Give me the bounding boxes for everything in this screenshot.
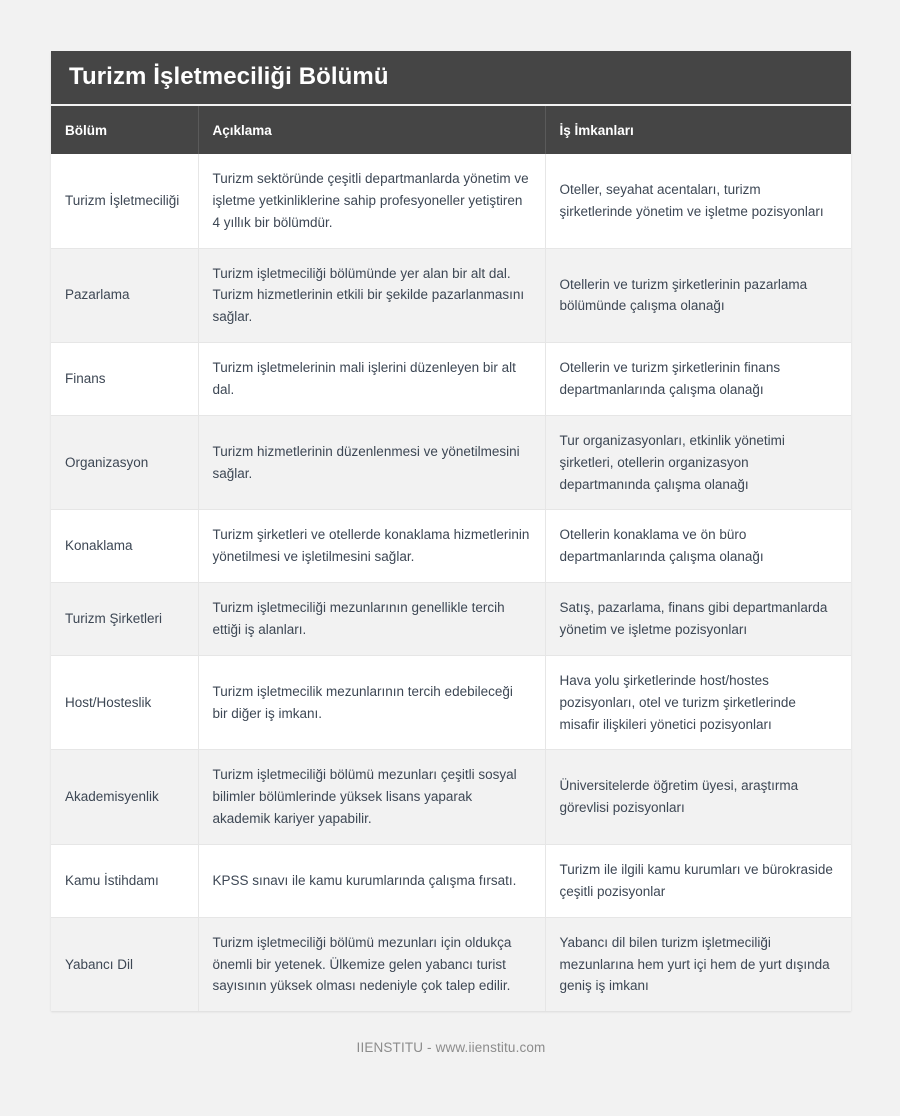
cell-bolum: Yabancı Dil xyxy=(51,917,199,1012)
cell-is-imkanlari: Satış, pazarlama, finans gibi departmanl… xyxy=(545,582,851,656)
table-body: Turizm İşletmeciliği Turizm sektöründe ç… xyxy=(51,154,851,1012)
footer-attribution: IIENSTITU - www.iienstitu.com xyxy=(356,1040,546,1056)
cell-bolum: Turizm Şirketleri xyxy=(51,582,199,656)
cell-is-imkanlari: Oteller, seyahat acentaları, turizm şirk… xyxy=(545,154,851,249)
table-row: Turizm Şirketleri Turizm işletmeciliği m… xyxy=(51,582,851,656)
table-row: Konaklama Turizm şirketleri ve otellerde… xyxy=(51,509,851,584)
cell-bolum: Kamu İstihdamı xyxy=(51,844,199,918)
cell-aciklama: Turizm işletmeciliği bölümünde yer alan … xyxy=(198,248,546,344)
info-card: Turizm İşletmeciliği Bölümü Bölüm Açıkla… xyxy=(51,51,851,1012)
cell-bolum: Akademisyenlik xyxy=(51,749,199,846)
cell-is-imkanlari: Otellerin ve turizm şirketlerinin pazarl… xyxy=(545,248,851,344)
cell-is-imkanlari: Yabancı dil bilen turizm işletmeciliği m… xyxy=(545,917,851,1012)
table-row: Akademisyenlik Turizm işletmeciliği bölü… xyxy=(51,749,851,846)
cell-aciklama: Turizm işletmelerinin mali işlerini düze… xyxy=(198,342,546,416)
table-row: Host/Hosteslik Turizm işletmecilik mezun… xyxy=(51,655,851,751)
table-row: Finans Turizm işletmelerinin mali işleri… xyxy=(51,342,851,416)
cell-bolum: Turizm İşletmeciliği xyxy=(51,154,199,249)
cell-is-imkanlari: Üniversitelerde öğretim üyesi, araştırma… xyxy=(545,749,851,846)
table-row: Yabancı Dil Turizm işletmeciliği bölümü … xyxy=(51,917,851,1012)
cell-aciklama: Turizm işletmeciliği bölümü mezunları çe… xyxy=(198,749,546,846)
cell-aciklama: Turizm işletmeciliği mezunlarının genell… xyxy=(198,582,546,656)
card-title-bar: Turizm İşletmeciliği Bölümü xyxy=(51,51,851,106)
table-header-row: Bölüm Açıklama İş İmkanları xyxy=(51,106,851,154)
cell-bolum: Finans xyxy=(51,342,199,416)
table-row: Turizm İşletmeciliği Turizm sektöründe ç… xyxy=(51,154,851,249)
table-row: Kamu İstihdamı KPSS sınavı ile kamu kuru… xyxy=(51,844,851,918)
cell-aciklama: Turizm işletmeciliği bölümü mezunları iç… xyxy=(198,917,546,1012)
cell-is-imkanlari: Otellerin ve turizm şirketlerinin finans… xyxy=(545,342,851,416)
cell-is-imkanlari: Otellerin konaklama ve ön büro departman… xyxy=(545,509,851,584)
cell-is-imkanlari: Hava yolu şirketlerinde host/hostes pozi… xyxy=(545,655,851,751)
cell-bolum: Pazarlama xyxy=(51,248,199,344)
cell-aciklama: Turizm sektöründe çeşitli departmanlarda… xyxy=(198,154,546,249)
cell-aciklama: Turizm işletmecilik mezunlarının tercih … xyxy=(198,655,546,751)
cell-bolum: Organizasyon xyxy=(51,415,199,511)
cell-aciklama: Turizm şirketleri ve otellerde konaklama… xyxy=(198,509,546,584)
table-header: Bölüm Açıklama İş İmkanları xyxy=(51,106,851,154)
cell-aciklama: KPSS sınavı ile kamu kurumlarında çalışm… xyxy=(198,844,546,918)
cell-is-imkanlari: Tur organizasyonları, etkinlik yönetimi … xyxy=(545,415,851,511)
column-header-bolum: Bölüm xyxy=(51,106,199,154)
column-header-is-imkanlari: İş İmkanları xyxy=(545,106,851,154)
cell-bolum: Host/Hosteslik xyxy=(51,655,199,751)
page-title: Turizm İşletmeciliği Bölümü xyxy=(69,63,389,91)
cell-bolum: Konaklama xyxy=(51,509,199,584)
cell-aciklama: Turizm hizmetlerinin düzenlenmesi ve yön… xyxy=(198,415,546,511)
cell-is-imkanlari: Turizm ile ilgili kamu kurumları ve büro… xyxy=(545,844,851,918)
table-row: Pazarlama Turizm işletmeciliği bölümünde… xyxy=(51,248,851,344)
column-header-aciklama: Açıklama xyxy=(198,106,546,154)
departments-table: Bölüm Açıklama İş İmkanları Turizm İşlet… xyxy=(51,106,851,1012)
table-row: Organizasyon Turizm hizmetlerinin düzenl… xyxy=(51,415,851,511)
